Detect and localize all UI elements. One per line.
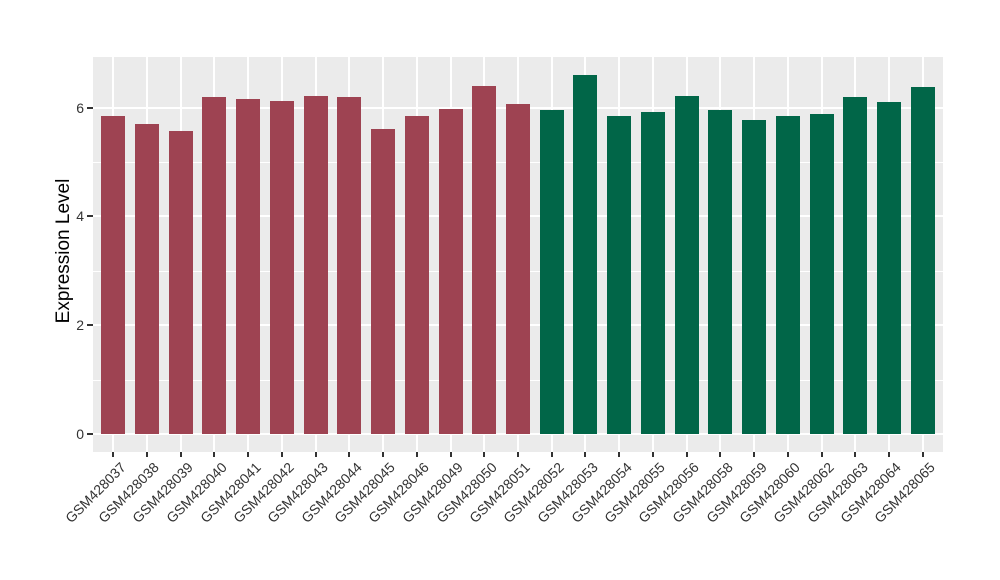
bar	[910, 87, 935, 435]
x-tick-mark	[854, 452, 857, 457]
x-tick-mark	[517, 452, 519, 457]
bar	[236, 99, 261, 435]
x-tick-mark	[348, 452, 351, 457]
y-tick-mark	[87, 324, 93, 327]
x-tick-mark	[483, 452, 486, 457]
bar	[775, 116, 800, 435]
x-tick-mark	[550, 452, 553, 457]
bar	[742, 120, 767, 435]
x-tick-mark	[753, 452, 756, 457]
x-tick-mark	[213, 452, 216, 457]
bar	[640, 111, 665, 435]
y-tick-label: 6	[76, 99, 84, 116]
x-tick-mark	[719, 452, 722, 457]
x-tick-mark	[247, 452, 250, 457]
x-tick-mark	[888, 452, 891, 457]
bar	[506, 104, 530, 435]
bar	[337, 97, 362, 435]
bar	[573, 74, 598, 435]
bar	[472, 85, 497, 435]
bar	[168, 130, 193, 435]
y-tick-mark	[87, 106, 93, 109]
bar	[438, 109, 463, 435]
x-tick-mark	[921, 452, 924, 457]
bar	[877, 102, 902, 435]
x-tick-mark	[112, 452, 115, 457]
x-tick-mark	[145, 452, 148, 457]
bar	[708, 109, 733, 435]
bar	[843, 97, 868, 435]
bar	[202, 96, 227, 435]
bar	[371, 128, 396, 435]
x-tick-mark	[618, 452, 621, 457]
bar	[809, 114, 834, 435]
x-tick-mark	[382, 452, 385, 457]
x-tick-mark	[685, 452, 688, 457]
x-tick-mark	[415, 452, 418, 457]
y-axis-title: Expression Level	[53, 178, 74, 324]
y-tick-label: 4	[76, 208, 84, 225]
y-tick-mark	[87, 215, 93, 218]
x-tick-mark	[584, 452, 587, 457]
plot-panel	[93, 57, 943, 452]
bar	[404, 115, 429, 435]
bar	[269, 101, 294, 435]
bar	[303, 96, 328, 435]
x-tick-mark	[314, 452, 317, 457]
x-tick-mark	[651, 452, 654, 457]
x-tick-mark	[820, 452, 823, 457]
x-tick-mark	[449, 452, 452, 457]
bar	[607, 116, 632, 435]
x-tick-mark	[280, 452, 283, 457]
bar	[134, 124, 159, 435]
x-tick-mark	[786, 452, 789, 457]
bar	[539, 109, 564, 435]
y-tick-mark	[87, 433, 93, 436]
bar	[674, 95, 699, 435]
x-tick-mark	[179, 452, 182, 457]
bar	[101, 115, 126, 435]
y-tick-label: 2	[76, 317, 84, 334]
y-tick-label: 0	[76, 426, 84, 443]
